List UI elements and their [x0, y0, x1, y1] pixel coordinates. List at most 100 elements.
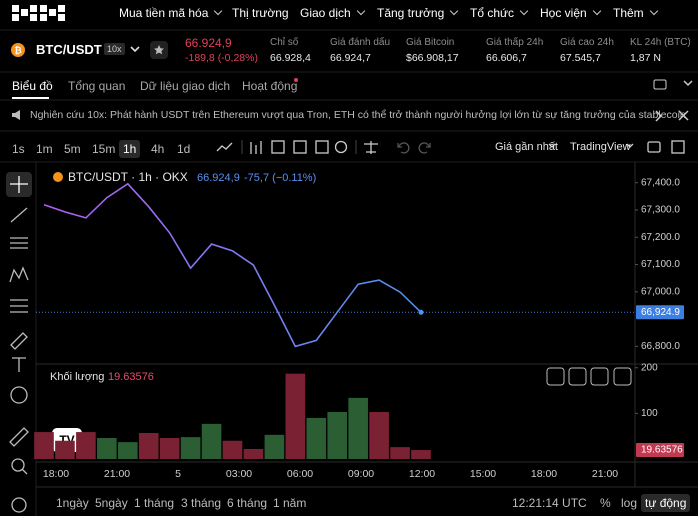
collapse-icon[interactable]	[683, 80, 693, 87]
prediction-tool[interactable]	[10, 299, 28, 313]
chevron[interactable]	[548, 143, 556, 148]
trendline-tool[interactable]	[10, 207, 28, 223]
x-tick-label: 18:00	[43, 468, 69, 480]
announcement[interactable]: Nghiên cứu 10x: Phát hành USDT trên Ethe…	[30, 109, 686, 121]
pane-buttons	[546, 367, 632, 386]
chart-engine[interactable]: TradingView	[570, 141, 631, 153]
nav-item[interactable]: Mua tiền mã hóa	[119, 6, 221, 20]
replay-icon[interactable]	[293, 140, 307, 154]
nav-item[interactable]: Học viện	[540, 6, 600, 20]
interval[interactable]: 1d	[177, 142, 191, 156]
layout-icon[interactable]	[653, 79, 667, 90]
current-price-label: 66,924.9	[641, 307, 680, 318]
calc-icon[interactable]	[315, 140, 329, 154]
fullscreen-icon[interactable]	[671, 140, 685, 154]
tab[interactable]: Dữ liệu giao dịch	[140, 79, 231, 93]
magnet-tool[interactable]	[11, 497, 27, 513]
volume-bar	[348, 397, 368, 459]
tab[interactable]: Hoạt động	[242, 79, 298, 93]
crosshair-tool[interactable]	[10, 176, 28, 193]
volume-bar	[159, 438, 180, 459]
tab[interactable]: Biểu đồ	[12, 79, 53, 93]
current-volume-label: 19.63576	[641, 445, 683, 456]
volume-bar	[76, 432, 96, 459]
legend-icon	[53, 172, 63, 182]
volume-title: Khối lượng	[50, 371, 104, 383]
compare-icon[interactable]	[364, 141, 378, 154]
volume-bar	[138, 432, 159, 459]
arrow-icon[interactable]	[655, 110, 663, 122]
chart-type-icon[interactable]	[216, 142, 233, 152]
x-tick-label: 09:00	[348, 468, 374, 480]
settings-icon[interactable]	[334, 140, 348, 154]
stat-label: Chỉ số	[270, 37, 299, 48]
volume-bar	[327, 412, 348, 459]
last-point	[418, 309, 424, 315]
nav-item[interactable]: Giao dịch	[300, 6, 364, 20]
volume-bar	[34, 432, 54, 459]
interval[interactable]: 1m	[36, 142, 53, 156]
nav-item[interactable]: Tăng trưởng	[377, 6, 457, 20]
scale-option[interactable]: log	[621, 496, 638, 510]
redo-icon[interactable]	[418, 142, 431, 154]
stat-value: 67.545,7	[560, 52, 601, 64]
pane-button[interactable]	[613, 367, 632, 386]
interval[interactable]: 1s	[12, 142, 25, 156]
camera-icon[interactable]	[647, 141, 661, 153]
pane-button[interactable]	[590, 367, 609, 386]
stat-value: 66.924,7	[330, 52, 371, 64]
chevron[interactable]	[130, 46, 140, 53]
fib-tool[interactable]	[10, 237, 28, 249]
close-icon[interactable]	[678, 110, 689, 121]
volume-bar	[117, 442, 138, 459]
range[interactable]: 5ngày	[95, 496, 128, 510]
x-tick-label: 21:00	[592, 468, 618, 480]
stat-value: $66.908,17	[406, 52, 459, 64]
range[interactable]: 3 tháng	[181, 496, 222, 510]
price-source[interactable]: Giá gần nhất	[495, 141, 558, 153]
ruler-tool[interactable]	[9, 427, 29, 447]
undo-icon[interactable]	[397, 142, 410, 154]
tab[interactable]: Tổng quan	[68, 79, 126, 93]
range[interactable]: 1 năm	[273, 496, 307, 510]
template-icon[interactable]	[271, 140, 285, 154]
volume-bar	[243, 448, 264, 459]
emoji-tool[interactable]	[10, 386, 28, 404]
range[interactable]: 1 tháng	[134, 496, 175, 510]
notification-dot	[294, 78, 298, 82]
speaker-icon	[12, 110, 20, 120]
text-tool[interactable]	[12, 357, 26, 372]
interval[interactable]: 15m	[92, 142, 116, 156]
price-line	[43, 182, 422, 348]
nav-item[interactable]: Thêm	[613, 6, 657, 20]
zoom-tool[interactable]	[11, 458, 25, 472]
scale-option[interactable]: tự động	[641, 494, 691, 512]
drawing-tools	[6, 172, 32, 513]
pane-button[interactable]	[546, 367, 565, 386]
chevron[interactable]	[626, 143, 634, 148]
star-icon	[154, 45, 164, 55]
interval[interactable]: 5m	[64, 142, 81, 156]
range[interactable]: 1ngày	[56, 496, 89, 510]
stat-label: Giá đánh dấu	[330, 37, 391, 48]
logo-icon	[12, 5, 65, 21]
volume-bar	[55, 440, 75, 459]
pair[interactable]: BTC/USDT	[36, 42, 102, 57]
last-price: 66.924,9	[185, 36, 232, 50]
indicator-icon[interactable]	[250, 141, 262, 154]
x-tick-label: 15:00	[470, 468, 496, 480]
pattern-tool[interactable]	[9, 266, 29, 283]
range[interactable]: 6 tháng	[227, 496, 268, 510]
y-tick-label: 200	[641, 362, 658, 373]
leverage-badge: 10x	[104, 43, 125, 55]
pane-button[interactable]	[568, 367, 587, 386]
nav-item[interactable]: Thị trường	[232, 6, 289, 20]
legend-price: 66.924,9	[197, 172, 240, 184]
brush-tool[interactable]	[10, 332, 28, 350]
interval[interactable]: 4h	[151, 142, 165, 156]
nav-item[interactable]: Tổ chức	[470, 6, 527, 20]
y-tick-label: 67,100.0	[641, 259, 680, 270]
interval[interactable]: 1h	[119, 140, 141, 158]
scale-option[interactable]: %	[600, 496, 611, 510]
chart-title: BTC/USDT · 1h · OKX	[68, 170, 188, 184]
